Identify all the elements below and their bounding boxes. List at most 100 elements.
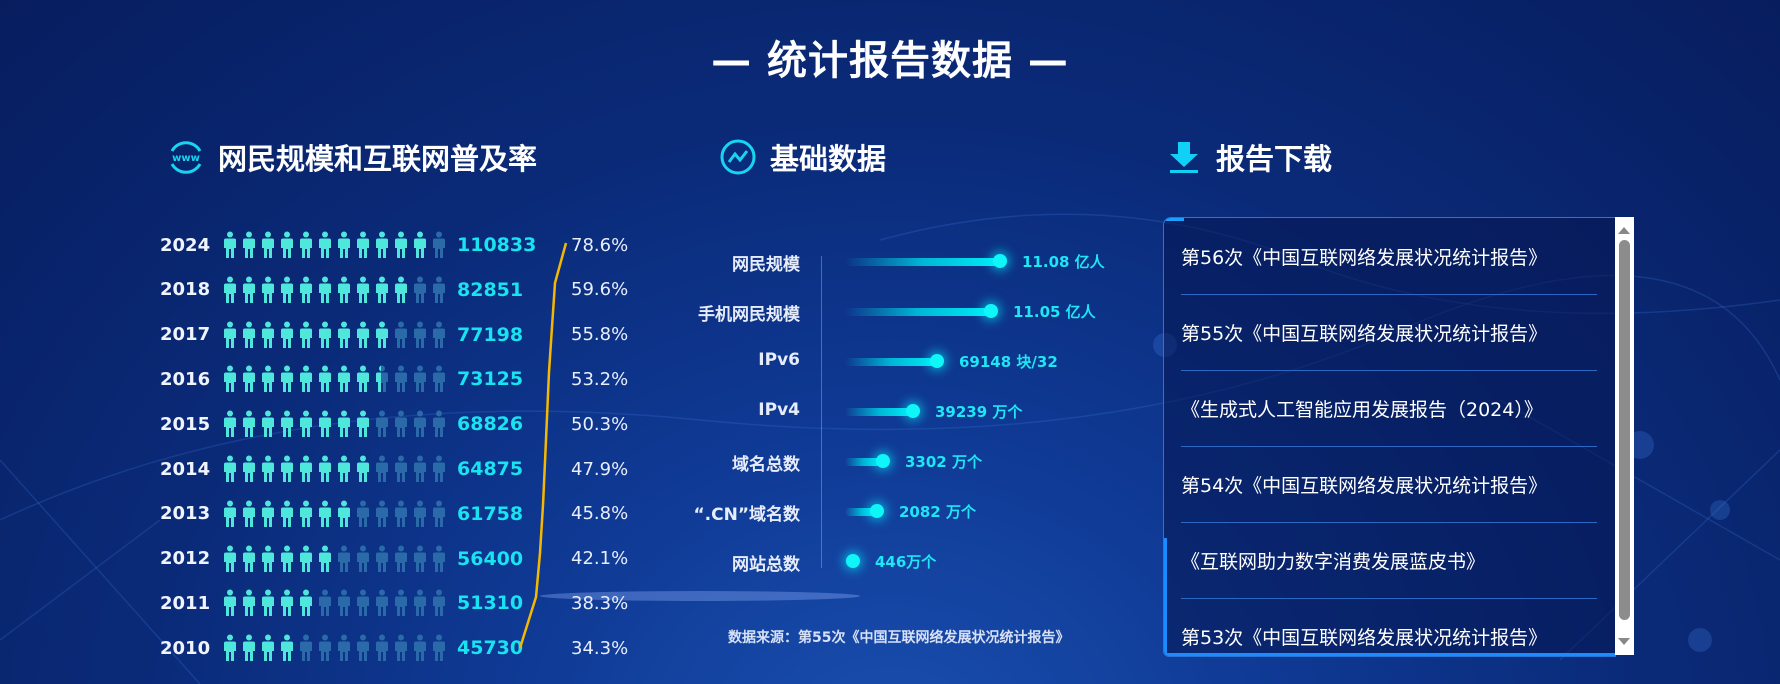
- people-icons: [222, 321, 457, 349]
- metric-value: 2082 万个: [899, 503, 976, 521]
- person-icon: [243, 500, 255, 527]
- person-icon: [338, 634, 350, 662]
- netizen-row: 2018 82851 59.6%: [160, 275, 628, 305]
- person-icon: [224, 634, 236, 662]
- penetration-rate: 42.1%: [571, 548, 629, 570]
- year-label: 2015: [160, 413, 211, 435]
- report-list-scrollbar[interactable]: [1615, 217, 1634, 655]
- person-icon: [414, 500, 426, 527]
- person-icon: [433, 589, 445, 617]
- person-icon: [319, 455, 331, 482]
- metric-bar: [845, 358, 937, 366]
- basic-data-row: IPv4 39239 万个: [620, 397, 1120, 427]
- basic-data-row: 手机网民规模 11.05 亿人: [620, 297, 1120, 327]
- penetration-rate: 34.3%: [571, 637, 629, 659]
- person-icon: [300, 231, 312, 258]
- netizen-row: 2013 61758 45.8%: [160, 499, 628, 529]
- person-icon: [243, 455, 255, 482]
- person-icon: [243, 365, 255, 393]
- person-icon: [243, 634, 255, 662]
- scroll-thumb[interactable]: [1619, 240, 1630, 620]
- year-label: 2017: [160, 324, 211, 346]
- year-label: 2024: [160, 234, 211, 256]
- metric-value: 11.05 亿人: [1013, 303, 1096, 321]
- penetration-rate: 50.3%: [571, 413, 629, 435]
- section-title: 网民规模和互联网普及率: [218, 142, 538, 176]
- panel-corner-accent: [1164, 218, 1184, 221]
- person-icon: [319, 365, 331, 393]
- person-icon: [376, 545, 388, 572]
- year-label: 2018: [160, 279, 211, 301]
- person-icon: [376, 365, 388, 393]
- scroll-down-arrow-icon[interactable]: [1618, 638, 1630, 645]
- report-link[interactable]: 第54次《中国互联网络发展状况统计报告》: [1181, 446, 1597, 523]
- person-icon: [262, 276, 274, 303]
- metric-bar-endpoint: [870, 504, 884, 518]
- person-icon: [262, 455, 274, 482]
- person-icon: [319, 276, 331, 303]
- page-title: — 统计报告数据 —: [711, 38, 1069, 84]
- person-icon: [357, 276, 369, 303]
- person-icon: [357, 455, 369, 482]
- person-icon: [395, 231, 407, 258]
- section-title: 基础数据: [770, 142, 887, 176]
- penetration-rate: 38.3%: [571, 592, 629, 614]
- person-icon: [243, 231, 255, 258]
- netizen-count: 61758: [457, 502, 524, 525]
- report-link[interactable]: 第53次《中国互联网络发展状况统计报告》: [1181, 626, 1548, 649]
- person-icon: [376, 500, 388, 527]
- metric-label: 网站总数: [732, 555, 800, 575]
- metric-label: 网民规模: [732, 255, 800, 275]
- section-title: 报告下载: [1216, 142, 1333, 176]
- metric-value: 3302 万个: [905, 453, 982, 471]
- person-icon: [262, 634, 274, 662]
- metric-value: 446万个: [875, 553, 937, 571]
- people-icons: [222, 500, 457, 528]
- basic-data-row: 网站总数 446万个: [620, 547, 1120, 577]
- year-label: 2011: [160, 592, 211, 614]
- people-icons: [222, 455, 457, 483]
- year-label: 2016: [160, 368, 211, 390]
- person-icon: [376, 276, 388, 303]
- people-icons: [222, 365, 457, 393]
- person-icon: [357, 410, 369, 438]
- penetration-rate: 78.6%: [571, 234, 629, 256]
- netizen-count: 68826: [457, 413, 524, 436]
- person-icon: [395, 410, 407, 438]
- people-icons: [222, 589, 457, 617]
- netizen-row: 2010 45730 34.3%: [160, 633, 628, 663]
- person-icon: [376, 589, 388, 617]
- person-icon: [433, 321, 445, 348]
- svg-text:www: www: [172, 153, 200, 164]
- person-icon: [376, 321, 388, 348]
- metric-bar: [845, 408, 913, 416]
- metric-value: 39239 万个: [935, 403, 1023, 421]
- report-link[interactable]: 第55次《中国互联网络发展状况统计报告》: [1181, 294, 1597, 371]
- person-icon: [300, 589, 312, 617]
- people-icons: [222, 231, 457, 259]
- scroll-up-arrow-icon[interactable]: [1618, 227, 1630, 234]
- report-link[interactable]: 《互联网助力数字消费发展蓝皮书》: [1181, 522, 1597, 599]
- person-icon: [395, 634, 407, 662]
- person-icon: [414, 589, 426, 617]
- netizen-row: 2024 110833 78.6%: [160, 230, 628, 260]
- person-icon: [281, 410, 293, 438]
- person-icon: [414, 455, 426, 482]
- metric-label: IPv4: [758, 400, 800, 420]
- netizen-count: 110833: [457, 234, 537, 256]
- person-icon: [262, 500, 274, 527]
- people-icons: [222, 276, 457, 304]
- report-link[interactable]: 第56次《中国互联网络发展状况统计报告》: [1181, 218, 1597, 295]
- person-icon: [243, 321, 255, 348]
- person-icon: [357, 545, 369, 572]
- person-icon: [300, 545, 312, 572]
- netizen-count: 73125: [457, 368, 524, 391]
- person-icon: [338, 455, 350, 482]
- netizen-row: 2016 73125 53.2%: [160, 364, 628, 394]
- person-icon: [281, 634, 293, 662]
- person-icon: [433, 634, 445, 662]
- report-link[interactable]: 《生成式人工智能应用发展报告（2024）》: [1181, 370, 1597, 447]
- penetration-rate: 53.2%: [571, 368, 629, 390]
- person-icon: [224, 500, 236, 527]
- person-icon: [395, 500, 407, 527]
